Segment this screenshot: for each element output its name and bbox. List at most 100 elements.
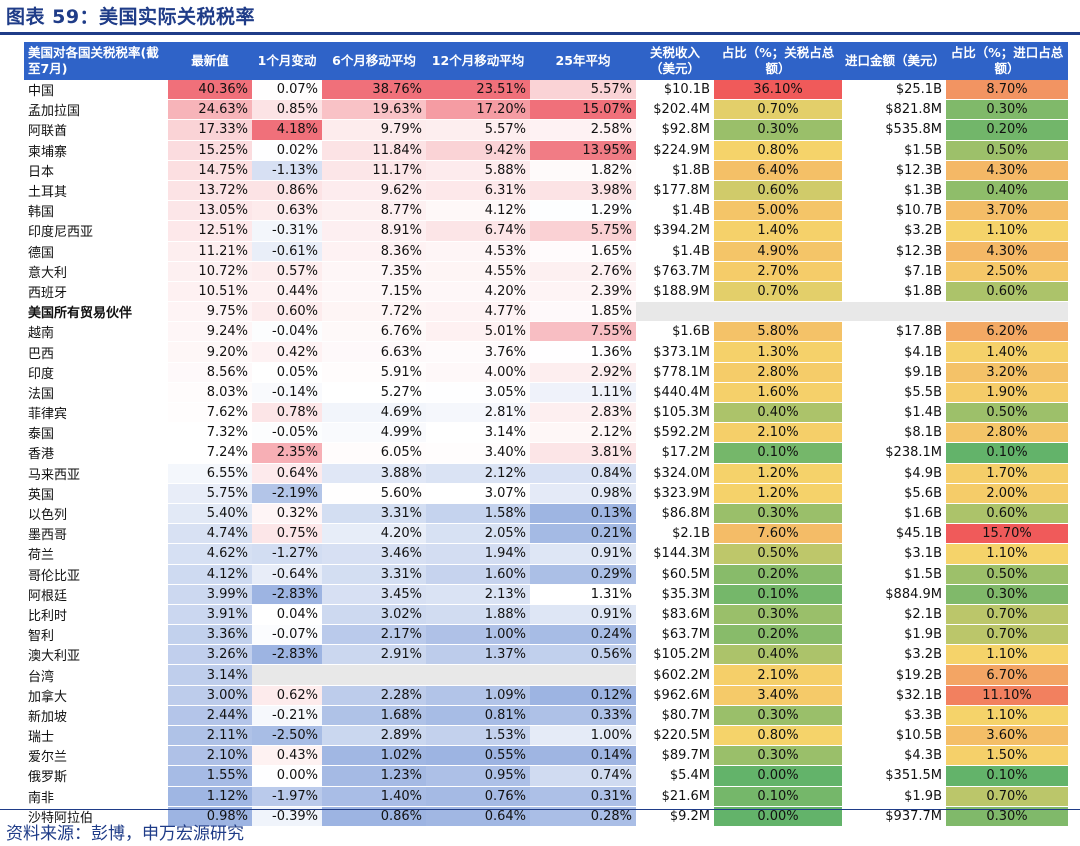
cell-latest: 13.72% xyxy=(168,180,252,202)
cell-import-value: $17.8B xyxy=(842,321,946,343)
cell-tariff-share: 0.10% xyxy=(714,442,842,464)
table-row: 意大利 10.72% 0.57% 7.35% 4.55% 2.76% $763.7M 2.70… xyxy=(24,261,1068,282)
cell-avg-25y: 13.95% xyxy=(530,140,636,161)
cell-import-value xyxy=(842,301,946,323)
cell-import-share: 1.70% xyxy=(946,463,1068,484)
cell-avg-12m: 1.60% xyxy=(426,564,530,585)
cell-import-value: $1.3B xyxy=(842,180,946,202)
cell-latest: 15.25% xyxy=(168,140,252,161)
cell-change-1m: -0.04% xyxy=(252,321,322,343)
cell-tariff-share: 4.90% xyxy=(714,241,842,262)
cell-tariff-revenue: $17.2M xyxy=(636,442,714,464)
cell-import-share: 1.10% xyxy=(946,705,1068,727)
cell-avg-6m: 3.31% xyxy=(322,503,426,525)
cell-tariff-share: 0.30% xyxy=(714,604,842,626)
cell-change-1m: 0.60% xyxy=(252,301,322,323)
cell-avg-12m: 5.57% xyxy=(426,119,530,141)
cell-avg-12m: 3.07% xyxy=(426,483,530,504)
cell-tariff-share: 0.30% xyxy=(714,705,842,727)
cell-change-1m: -0.21% xyxy=(252,705,322,727)
col-header-country: 美国对各国关税税率(截至7月) xyxy=(24,42,168,80)
table-row: 香港 7.24% 2.35% 6.05% 3.40% 3.81% $17.2M 0.10% $2… xyxy=(24,442,1068,464)
cell-country: 台湾 xyxy=(24,664,168,686)
cell-import-share: 0.20% xyxy=(946,119,1068,141)
cell-tariff-share: 0.00% xyxy=(714,765,842,787)
cell-change-1m: -1.97% xyxy=(252,786,322,807)
cell-import-share: 0.60% xyxy=(946,281,1068,303)
cell-tariff-share: 6.40% xyxy=(714,160,842,181)
cell-import-share: 6.70% xyxy=(946,664,1068,686)
cell-tariff-share: 1.60% xyxy=(714,382,842,404)
cell-avg-12m: 2.12% xyxy=(426,463,530,484)
cell-avg-6m: 3.45% xyxy=(322,584,426,605)
cell-avg-25y: 0.24% xyxy=(530,624,636,646)
table-row: 以色列 5.40% 0.32% 3.31% 1.58% 0.13% $86.8M 0.30% $… xyxy=(24,503,1068,525)
cell-tariff-revenue: $80.7M xyxy=(636,705,714,727)
cell-tariff-share: 3.40% xyxy=(714,685,842,706)
cell-avg-6m: 1.23% xyxy=(322,765,426,787)
cell-avg-25y: 2.39% xyxy=(530,281,636,303)
cell-tariff-share: 36.10% xyxy=(714,80,842,101)
cell-avg-25y: 0.74% xyxy=(530,765,636,787)
cell-import-value: $1.5B xyxy=(842,140,946,161)
cell-latest: 9.75% xyxy=(168,301,252,323)
cell-change-1m: 0.85% xyxy=(252,99,322,121)
table-row: 沙特阿拉伯 0.98% -0.39% 0.86% 0.64% 0.28% $9.2M 0.00… xyxy=(24,806,1068,827)
cell-import-share: 0.30% xyxy=(946,584,1068,605)
cell-import-share: 0.50% xyxy=(946,140,1068,161)
cell-country: 印度 xyxy=(24,362,168,383)
cell-latest: 4.74% xyxy=(168,523,252,545)
cell-import-value: $2.1B xyxy=(842,604,946,626)
cell-import-value: $25.1B xyxy=(842,80,946,101)
cell-country: 菲律宾 xyxy=(24,402,168,424)
cell-import-value: $12.3B xyxy=(842,241,946,262)
cell-change-1m: -0.31% xyxy=(252,220,322,242)
cell-country: 中国 xyxy=(24,80,168,101)
cell-import-share xyxy=(946,301,1068,323)
cell-import-value: $12.3B xyxy=(842,160,946,181)
cell-avg-6m: 1.68% xyxy=(322,705,426,727)
cell-tariff-revenue: $224.9M xyxy=(636,140,714,161)
cell-country: 印度尼西亚 xyxy=(24,220,168,242)
cell-latest: 8.56% xyxy=(168,362,252,383)
cell-avg-6m: 3.31% xyxy=(322,564,426,585)
cell-avg-12m: 0.64% xyxy=(426,806,530,827)
cell-avg-12m: 0.76% xyxy=(426,786,530,807)
cell-tariff-revenue: $602.2M xyxy=(636,664,714,686)
cell-import-share: 2.00% xyxy=(946,483,1068,504)
col-header-25y-avg: 25年平均 xyxy=(530,42,636,80)
cell-avg-6m: 2.17% xyxy=(322,624,426,646)
cell-avg-12m: 1.00% xyxy=(426,624,530,646)
cell-avg-12m: 1.37% xyxy=(426,644,530,666)
cell-avg-25y: 0.28% xyxy=(530,806,636,827)
cell-avg-6m: 6.05% xyxy=(322,442,426,464)
cell-import-share: 4.30% xyxy=(946,241,1068,262)
cell-tariff-revenue: $35.3M xyxy=(636,584,714,605)
cell-avg-6m: 4.99% xyxy=(322,422,426,444)
cell-change-1m: -0.39% xyxy=(252,806,322,827)
cell-tariff-revenue: $394.2M xyxy=(636,220,714,242)
cell-latest: 6.55% xyxy=(168,463,252,484)
cell-avg-6m: 7.35% xyxy=(322,261,426,282)
cell-import-value: $3.2B xyxy=(842,220,946,242)
cell-import-value: $1.6B xyxy=(842,503,946,525)
cell-tariff-share: 0.80% xyxy=(714,140,842,161)
cell-country: 柬埔寨 xyxy=(24,140,168,161)
cell-avg-12m: 0.81% xyxy=(426,705,530,727)
table-row: 韩国 13.05% 0.63% 8.77% 4.12% 1.29% $1.4B 5.00% $1… xyxy=(24,200,1068,222)
cell-avg-25y: 1.65% xyxy=(530,241,636,262)
cell-avg-12m: 23.51% xyxy=(426,80,530,101)
cell-change-1m: -2.50% xyxy=(252,725,322,747)
table-row: 泰国 7.32% -0.05% 4.99% 3.14% 2.12% $592.2M 2.10%… xyxy=(24,422,1068,444)
cell-tariff-revenue: $440.4M xyxy=(636,382,714,404)
cell-import-value: $884.9M xyxy=(842,584,946,605)
table-row: 哥伦比亚 4.12% -0.64% 3.31% 1.60% 0.29% $60.5M 0.20… xyxy=(24,564,1068,585)
cell-avg-25y: 2.12% xyxy=(530,422,636,444)
table-row: 印度 8.56% 0.05% 5.91% 4.00% 2.92% $778.1M 2.80% $… xyxy=(24,362,1068,383)
cell-country: 瑞士 xyxy=(24,725,168,747)
cell-avg-12m: 3.14% xyxy=(426,422,530,444)
cell-tariff-share: 0.50% xyxy=(714,543,842,565)
cell-tariff-revenue: $86.8M xyxy=(636,503,714,525)
table-row: 越南 9.24% -0.04% 6.76% 5.01% 7.55% $1.6B 5.80% $1… xyxy=(24,321,1068,343)
cell-tariff-revenue: $89.7M xyxy=(636,745,714,767)
